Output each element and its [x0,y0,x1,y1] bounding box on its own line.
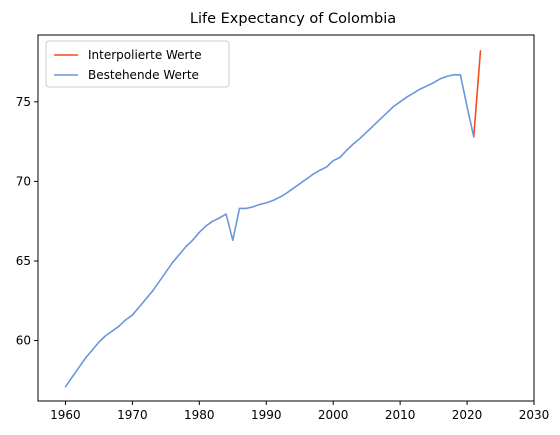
x-tick-label: 1970 [117,408,148,422]
x-tick-label: 2020 [452,408,483,422]
legend-label: Bestehende Werte [88,68,199,82]
x-tick-label: 1960 [50,408,81,422]
y-tick-label: 60 [16,334,31,348]
y-tick-label: 75 [16,95,31,109]
plot-frame [37,34,535,402]
series-line-0 [472,50,482,138]
x-axis: 1960 1970 1980 1990 2000 2010 2020 2030 [50,401,549,422]
x-tick-label: 1990 [251,408,282,422]
legend: Interpolierte Werte Bestehende Werte [45,40,230,88]
y-axis: 60 65 70 75 [16,95,38,348]
x-tick-label: 1980 [184,408,215,422]
x-tick-label: 2000 [318,408,349,422]
legend-label: Interpolierte Werte [88,48,202,62]
plot-lines [64,50,482,388]
x-tick-label: 2030 [519,408,550,422]
series-line-1 [64,73,475,388]
y-tick-label: 70 [16,174,31,188]
y-tick-label: 65 [16,254,31,268]
legend-box [45,40,230,88]
chart-title: Life Expectancy of Colombia [190,11,396,27]
x-tick-label: 2010 [385,408,416,422]
